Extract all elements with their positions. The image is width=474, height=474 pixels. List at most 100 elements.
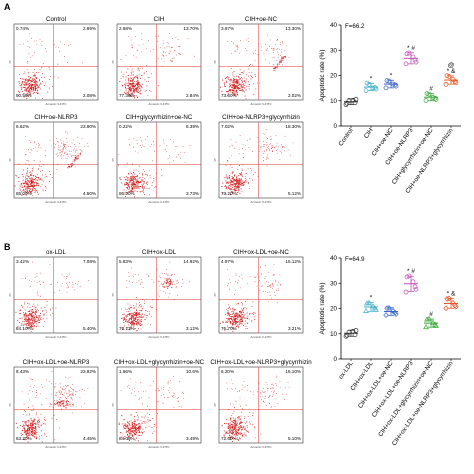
event-dot [228, 188, 229, 189]
event-dot [228, 313, 230, 314]
event-dot [146, 85, 148, 87]
event-dot [118, 422, 120, 424]
event-dot [33, 80, 35, 82]
event-dot [140, 283, 141, 285]
event-dot [24, 429, 26, 431]
event-dot [129, 423, 131, 425]
event-dot [24, 277, 26, 279]
event-dot [127, 310, 129, 312]
event-dot [29, 88, 31, 90]
y-tick-label: 30 [330, 47, 337, 54]
event-dot [32, 78, 34, 80]
event-dot [225, 180, 227, 182]
event-dot [121, 182, 123, 184]
event-dot [144, 90, 146, 92]
event-dot [79, 397, 81, 399]
event-dot [127, 68, 129, 70]
event-dot [147, 77, 149, 79]
event-dot [25, 320, 27, 322]
event-dot [24, 439, 26, 441]
event-dot [42, 310, 44, 312]
event-dot [229, 321, 232, 324]
event-dot [35, 77, 37, 79]
event-dot [31, 281, 32, 283]
event-dot [232, 316, 234, 318]
event-dot [77, 152, 79, 154]
event-dot [35, 310, 37, 313]
event-dot [271, 387, 273, 389]
event-dot [244, 95, 246, 97]
event-dot [31, 314, 33, 316]
event-dot [80, 152, 82, 154]
event-dot [230, 190, 232, 192]
event-dot [135, 432, 137, 434]
event-dot [63, 146, 65, 148]
quadrant-ul: 3.67% [221, 26, 234, 31]
event-dot [146, 184, 148, 186]
event-dot [74, 166, 76, 168]
event-dot [257, 391, 258, 392]
event-dot [274, 69, 276, 71]
event-dot [23, 315, 25, 317]
event-dot [168, 392, 170, 394]
event-cloud [17, 33, 83, 100]
event-dot [229, 403, 231, 405]
event-dot [234, 85, 236, 87]
event-dot [130, 72, 132, 74]
event-dot [140, 191, 142, 193]
event-dot [238, 175, 240, 177]
event-dot [245, 82, 247, 84]
event-dot [240, 84, 242, 86]
event-dot [128, 427, 130, 429]
event-dot [141, 299, 143, 300]
event-dot [24, 314, 26, 316]
event-dot [23, 312, 25, 313]
event-dot [45, 48, 47, 50]
event-dot [54, 146, 55, 148]
event-dot [36, 180, 38, 182]
event-dot [141, 174, 143, 176]
event-dot [240, 323, 242, 325]
event-dot [42, 98, 43, 99]
event-dot [233, 312, 235, 314]
event-dot [30, 37, 32, 39]
event-dot [232, 425, 234, 427]
event-dot [231, 79, 233, 81]
event-dot [147, 94, 149, 96]
event-dot [138, 185, 140, 187]
event-dot [128, 307, 130, 309]
event-dot [231, 188, 233, 191]
event-dot [164, 287, 165, 288]
event-dot [168, 278, 170, 280]
event-dot [140, 397, 142, 399]
event-dot [278, 281, 280, 283]
event-dot [141, 281, 143, 283]
event-dot [233, 179, 236, 181]
event-dot [228, 431, 231, 433]
event-dot [128, 79, 130, 81]
event-dot [30, 330, 32, 332]
event-dot [136, 87, 137, 89]
event-dot [167, 282, 169, 283]
event-dot [39, 68, 41, 70]
group-series: * # [403, 268, 419, 295]
event-dot [164, 278, 166, 280]
event-dot [133, 315, 135, 318]
event-dot [126, 182, 128, 184]
event-dot [130, 318, 132, 320]
event-dot [136, 187, 138, 189]
event-dot [233, 410, 235, 412]
event-dot [227, 160, 229, 162]
event-dot [227, 178, 229, 180]
event-dot [232, 436, 234, 438]
event-dot [277, 403, 279, 404]
event-dot [72, 286, 74, 288]
y-tick-label: 10 [330, 98, 337, 105]
event-dot [274, 146, 275, 148]
event-dot [242, 157, 244, 159]
event-dot [126, 187, 128, 189]
event-dot [33, 183, 35, 185]
event-dot [50, 314, 52, 316]
event-dot [51, 177, 53, 178]
event-dot [129, 280, 130, 282]
